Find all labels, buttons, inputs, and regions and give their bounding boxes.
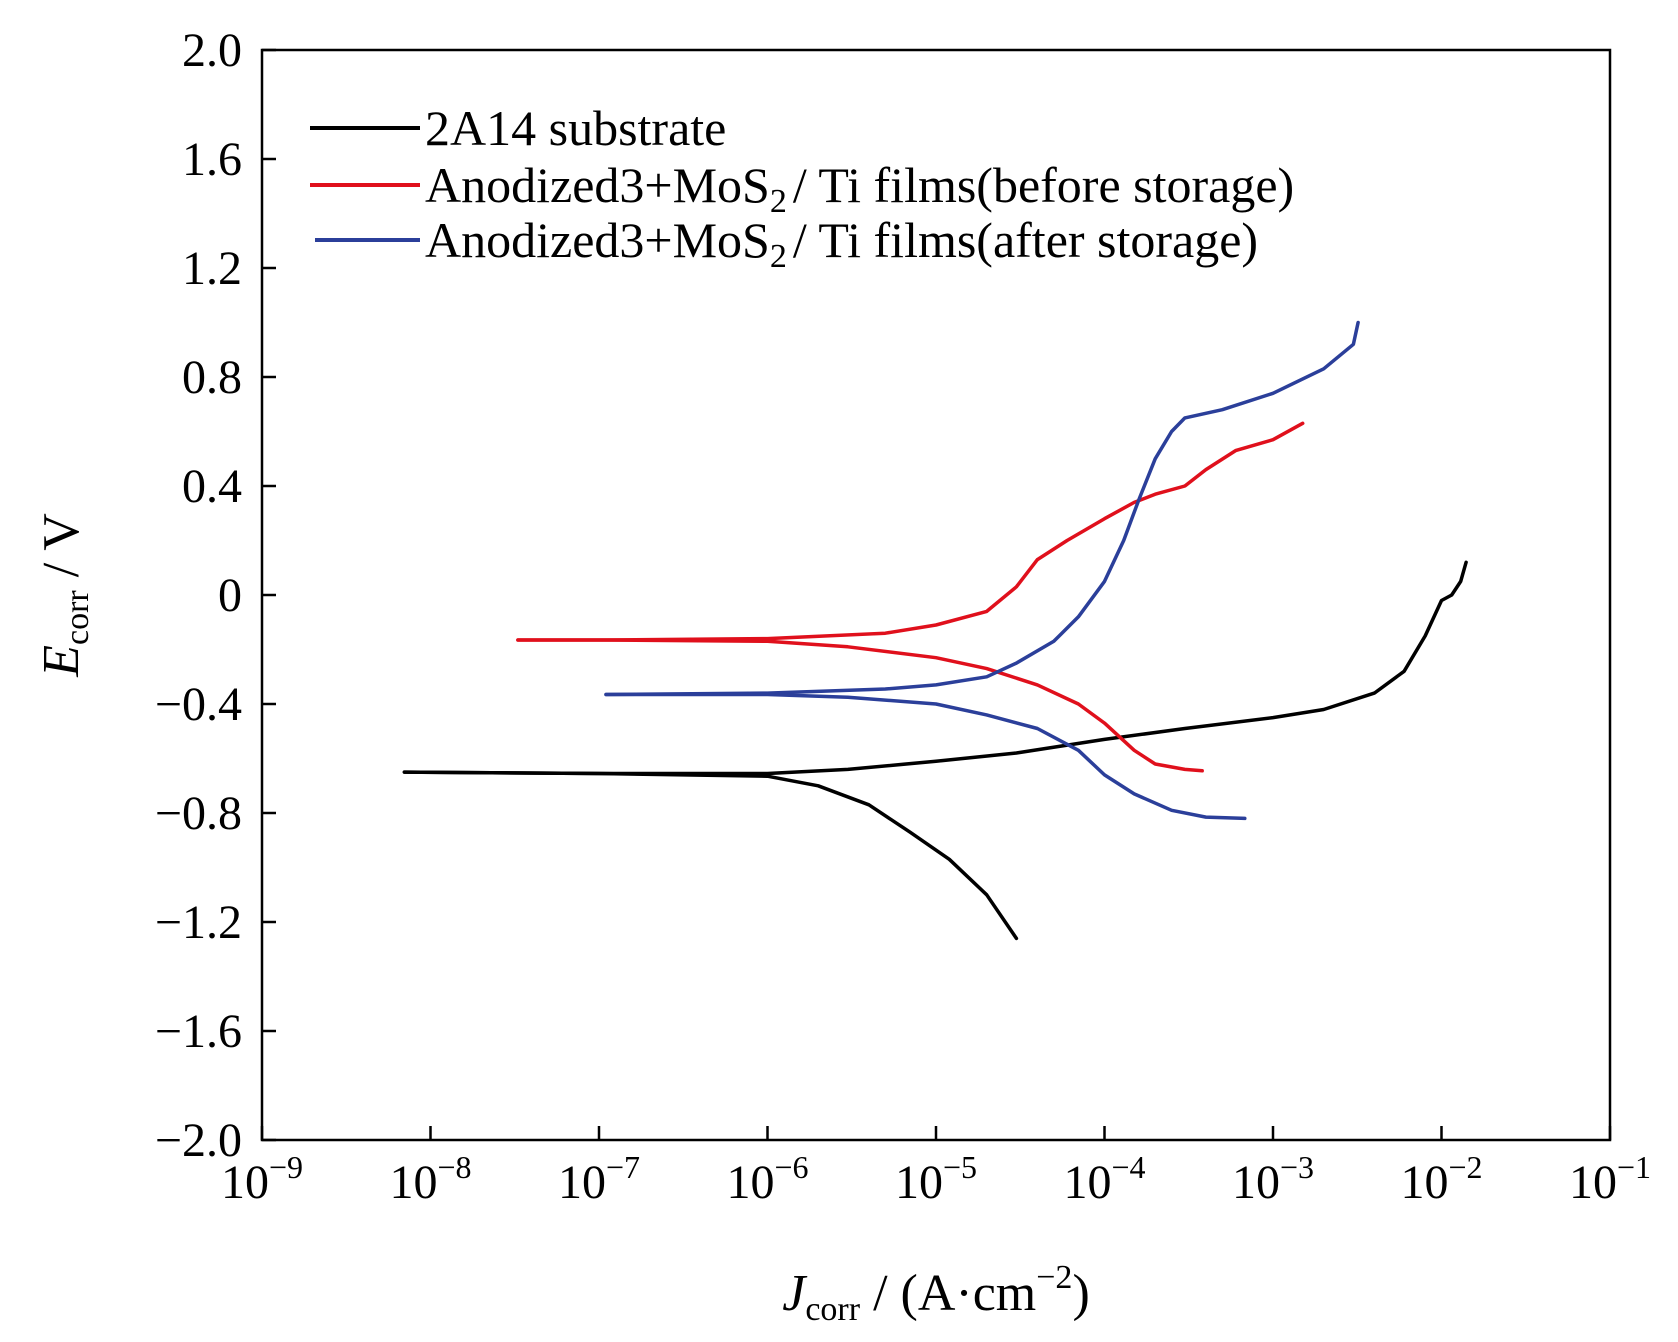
y-tick-label-2: 1.2 xyxy=(182,242,242,295)
x-axis-title: Jcorr / (A·cm−2) xyxy=(782,1259,1090,1328)
x-tick-label-6: 10−3 xyxy=(1232,1149,1314,1209)
legend: 2A14 substrate Anodized3+MoS2/ Ti films(… xyxy=(310,100,1294,275)
y-tick-label-1: 1.6 xyxy=(182,133,242,186)
y-tick-label-6: −0.4 xyxy=(155,678,242,731)
y-axis-ticks: 2.0 1.6 1.2 0.8 0.4 0 −0.4 −0.8 −1.2 −1.6 −2.0 xyxy=(155,24,276,1167)
series-1-anodic-line xyxy=(516,421,1305,642)
series-0-cathodic-line xyxy=(402,770,1019,941)
series-2-anodic-line xyxy=(604,320,1360,697)
legend-label-after-storage: Anodized3+MoS2/ Ti films(after storage) xyxy=(425,212,1258,275)
y-tick-label-4: 0.4 xyxy=(182,460,242,513)
y-tick-label-5: 0 xyxy=(218,569,242,622)
x-tick-label-3: 10−6 xyxy=(726,1149,808,1209)
x-tick-label-4: 10−5 xyxy=(895,1149,977,1209)
x-tick-label-5: 10−4 xyxy=(1063,1149,1145,1209)
series-1-cathodic-line xyxy=(516,638,1204,773)
x-tick-label-8: 10−1 xyxy=(1569,1149,1651,1209)
y-tick-label-9: −1.6 xyxy=(155,1005,242,1058)
x-tick-label-2: 10−7 xyxy=(558,1149,640,1209)
x-axis-ticks: 10−9 10−8 10−7 10−6 10−5 10−4 10−3 10−2 10−1 xyxy=(221,1126,1651,1209)
legend-label-substrate: 2A14 substrate xyxy=(425,100,726,156)
x-tick-label-7: 10−2 xyxy=(1400,1149,1482,1209)
y-tick-label-7: −0.8 xyxy=(155,787,242,840)
x-tick-label-1: 10−8 xyxy=(389,1149,471,1209)
y-tick-label-8: −1.2 xyxy=(155,896,242,949)
y-tick-label-10: −2.0 xyxy=(155,1114,242,1167)
y-tick-label-3: 0.8 xyxy=(182,351,242,404)
y-tick-label-0: 2.0 xyxy=(182,24,242,77)
series-layer xyxy=(402,320,1468,941)
y-axis-title: Ecorr / V xyxy=(33,513,96,678)
series-2-cathodic-line xyxy=(604,692,1247,821)
x-tick-label-0: 10−9 xyxy=(221,1149,303,1209)
series-0-anodic-line xyxy=(402,560,1468,776)
legend-label-before-storage: Anodized3+MoS2/ Ti films(before storage) xyxy=(425,157,1294,220)
